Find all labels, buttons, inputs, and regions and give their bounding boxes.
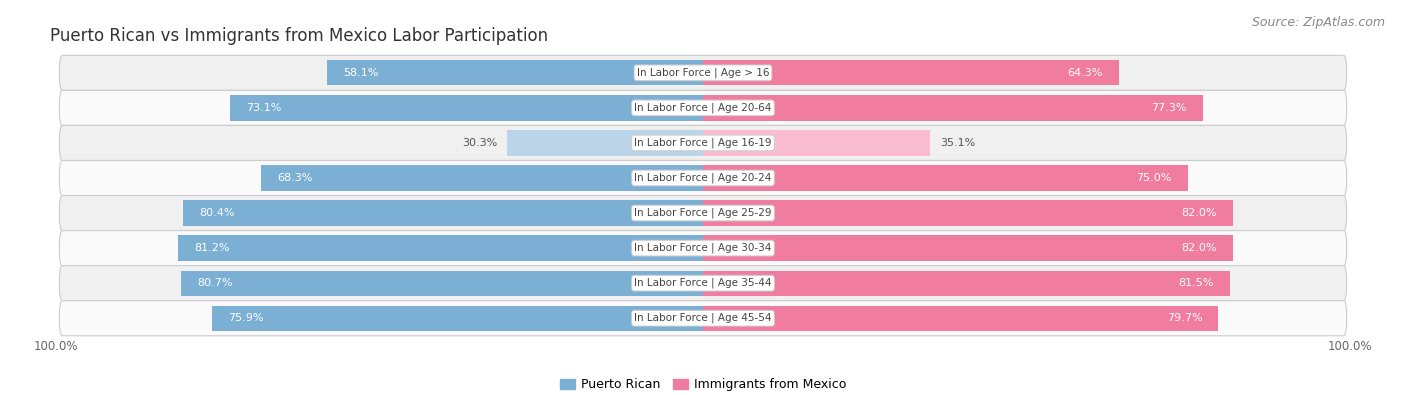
FancyBboxPatch shape bbox=[59, 196, 1347, 231]
Bar bbox=[183, 200, 703, 226]
Bar bbox=[703, 271, 1230, 296]
Text: 82.0%: 82.0% bbox=[1181, 208, 1218, 218]
FancyBboxPatch shape bbox=[59, 90, 1347, 126]
Text: 30.3%: 30.3% bbox=[463, 138, 498, 148]
Bar bbox=[703, 235, 1233, 261]
Bar bbox=[212, 306, 703, 331]
Text: In Labor Force | Age 35-44: In Labor Force | Age 35-44 bbox=[634, 278, 772, 288]
Text: 35.1%: 35.1% bbox=[939, 138, 974, 148]
Text: 80.4%: 80.4% bbox=[200, 208, 235, 218]
Text: 75.0%: 75.0% bbox=[1136, 173, 1173, 183]
Text: 77.3%: 77.3% bbox=[1152, 103, 1187, 113]
Text: 58.1%: 58.1% bbox=[343, 68, 378, 78]
Bar bbox=[231, 95, 703, 120]
Text: 73.1%: 73.1% bbox=[246, 103, 281, 113]
Text: In Labor Force | Age > 16: In Labor Force | Age > 16 bbox=[637, 68, 769, 78]
FancyBboxPatch shape bbox=[59, 231, 1347, 265]
Text: In Labor Force | Age 45-54: In Labor Force | Age 45-54 bbox=[634, 313, 772, 324]
FancyBboxPatch shape bbox=[59, 301, 1347, 336]
FancyBboxPatch shape bbox=[59, 55, 1347, 90]
Text: In Labor Force | Age 20-24: In Labor Force | Age 20-24 bbox=[634, 173, 772, 183]
Bar bbox=[262, 166, 703, 191]
Text: Source: ZipAtlas.com: Source: ZipAtlas.com bbox=[1251, 16, 1385, 29]
Text: In Labor Force | Age 20-64: In Labor Force | Age 20-64 bbox=[634, 103, 772, 113]
Text: In Labor Force | Age 25-29: In Labor Force | Age 25-29 bbox=[634, 208, 772, 218]
Bar bbox=[703, 60, 1119, 85]
Text: 81.2%: 81.2% bbox=[194, 243, 229, 253]
Text: In Labor Force | Age 30-34: In Labor Force | Age 30-34 bbox=[634, 243, 772, 253]
Text: 79.7%: 79.7% bbox=[1167, 313, 1202, 323]
Text: 75.9%: 75.9% bbox=[228, 313, 264, 323]
Bar bbox=[703, 95, 1204, 120]
Text: 68.3%: 68.3% bbox=[277, 173, 312, 183]
FancyBboxPatch shape bbox=[59, 126, 1347, 160]
Bar bbox=[177, 235, 703, 261]
Text: 81.5%: 81.5% bbox=[1178, 278, 1213, 288]
Bar bbox=[703, 130, 929, 156]
Bar bbox=[328, 60, 703, 85]
Bar bbox=[508, 130, 703, 156]
Bar bbox=[703, 166, 1188, 191]
Text: 64.3%: 64.3% bbox=[1067, 68, 1102, 78]
Text: Puerto Rican vs Immigrants from Mexico Labor Participation: Puerto Rican vs Immigrants from Mexico L… bbox=[49, 27, 548, 45]
FancyBboxPatch shape bbox=[59, 160, 1347, 196]
Bar bbox=[703, 200, 1233, 226]
Text: 80.7%: 80.7% bbox=[197, 278, 233, 288]
Legend: Puerto Rican, Immigrants from Mexico: Puerto Rican, Immigrants from Mexico bbox=[560, 378, 846, 391]
Bar bbox=[181, 271, 703, 296]
Text: 82.0%: 82.0% bbox=[1181, 243, 1218, 253]
Text: In Labor Force | Age 16-19: In Labor Force | Age 16-19 bbox=[634, 138, 772, 148]
FancyBboxPatch shape bbox=[59, 265, 1347, 301]
Bar bbox=[703, 306, 1219, 331]
